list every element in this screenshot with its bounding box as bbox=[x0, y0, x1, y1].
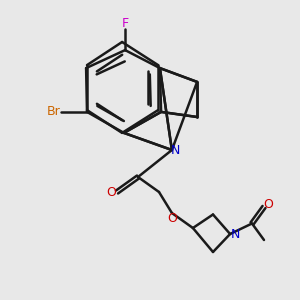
Text: O: O bbox=[106, 185, 116, 199]
Text: O: O bbox=[167, 212, 177, 226]
Text: O: O bbox=[264, 197, 273, 211]
Text: N: N bbox=[171, 143, 181, 157]
Text: F: F bbox=[122, 16, 129, 30]
Text: N: N bbox=[231, 227, 240, 241]
Text: Br: Br bbox=[47, 105, 61, 119]
